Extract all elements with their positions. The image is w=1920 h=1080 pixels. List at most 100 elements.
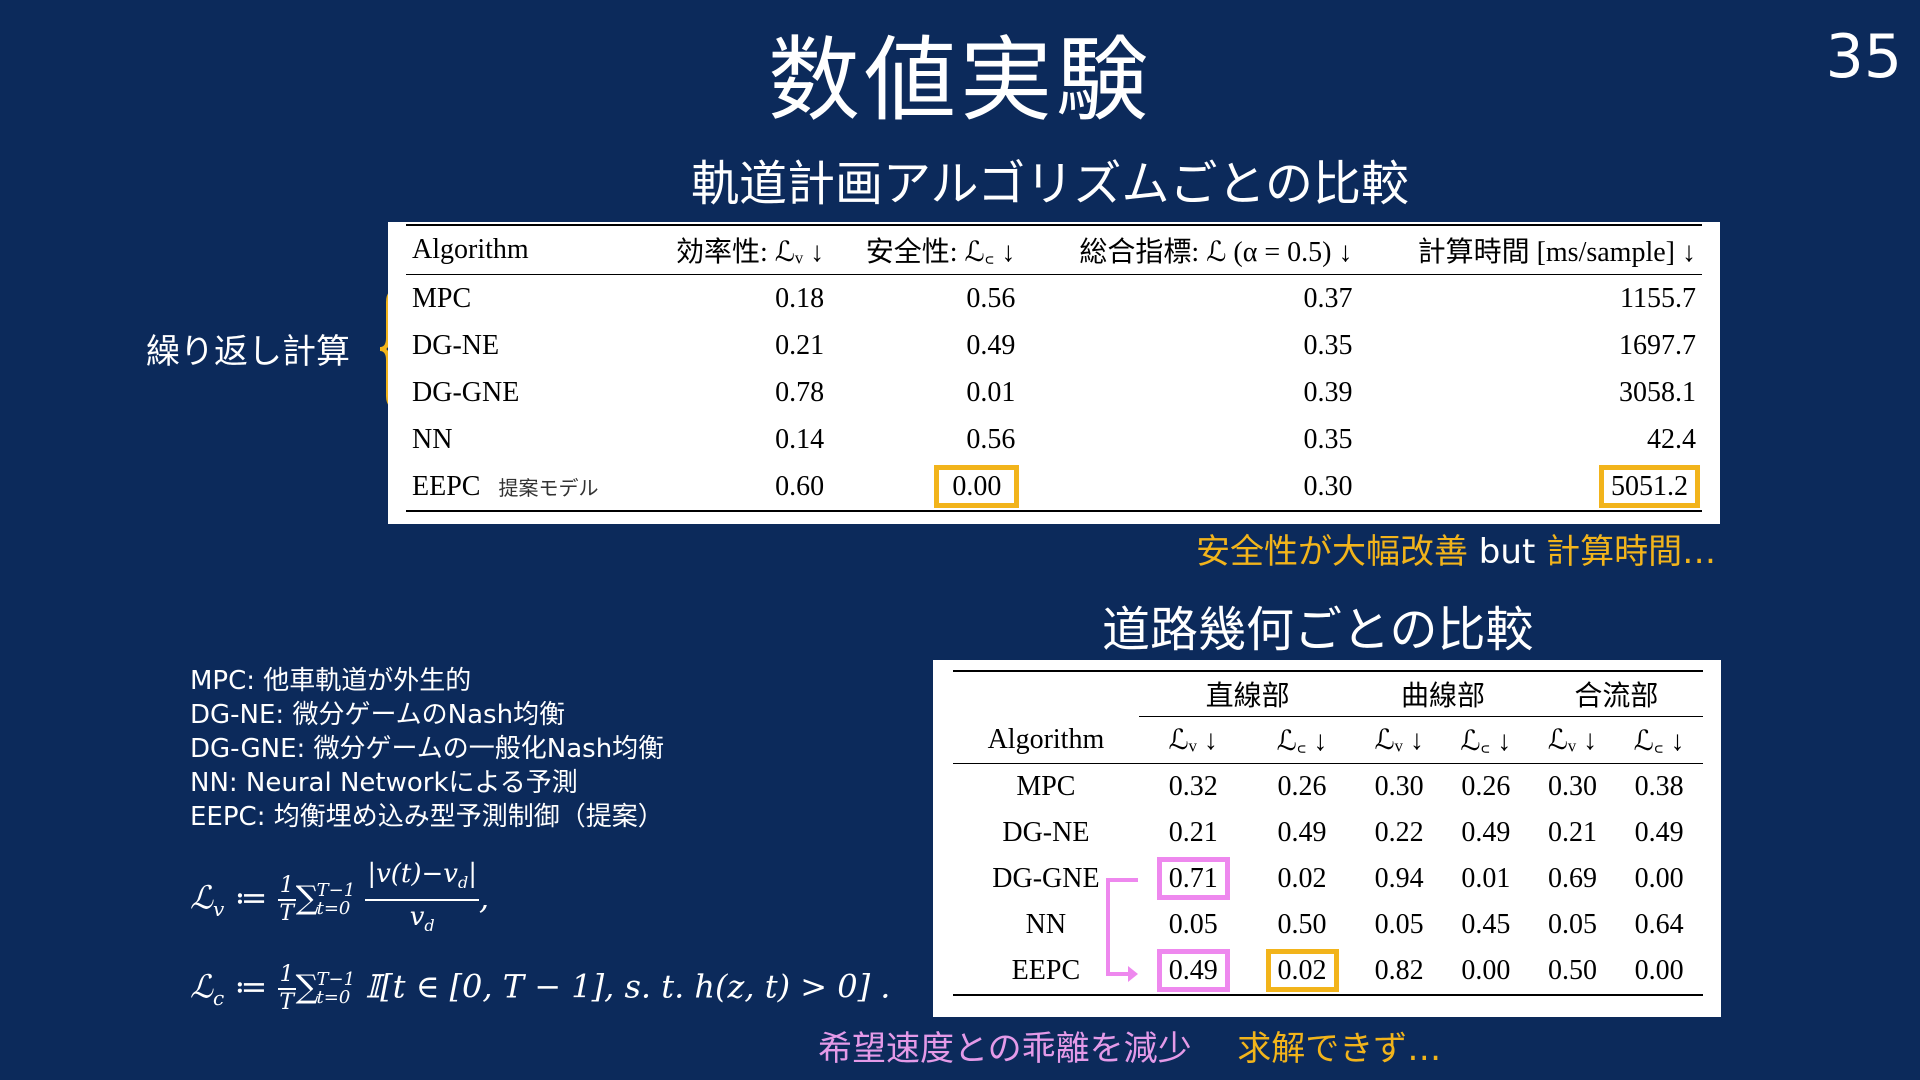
col-header-efficiency: 効率性: ℒᵥ ↓	[675, 237, 825, 268]
cell-time: 3058.1	[1619, 376, 1696, 408]
formula-sub: v	[213, 897, 225, 922]
cell-value: 0.05	[1374, 909, 1424, 940]
formula-lc: ℒc ≔ 1 T ∑ T−1 t=0 𝕀[t ∈ [0, T − 1], s. t. h…	[190, 962, 890, 1016]
cell-time: 1697.7	[1619, 329, 1696, 361]
cell-value: 0.49	[1634, 817, 1684, 848]
cell-value: 0.02	[1248, 948, 1357, 995]
cell-time: 42.4	[1647, 423, 1696, 455]
table-row: DG-NE 0.21 0.49 0.35 1697.7	[406, 322, 1702, 369]
cell-efficiency: 0.21	[775, 329, 825, 361]
indicator-expression: 𝕀[t ∈ [0, T − 1], s. t. h(z, t) > 0] .	[365, 967, 891, 1006]
cell-value: 0.26	[1277, 771, 1327, 802]
sum-limits: T−1 t=0	[316, 969, 356, 1008]
formula-assign: ≔	[224, 967, 278, 1006]
sum-symbol: ∑	[295, 878, 319, 917]
cell-value: 0.30	[1374, 771, 1424, 802]
cell-algorithm: NN	[412, 423, 453, 455]
annotation-safety: 安全性が大幅改善	[1196, 532, 1468, 572]
col-header-algorithm: Algorithm	[987, 723, 1105, 755]
algorithm-definitions: MPC: 他車軌道が外生的 DG-NE: 微分ゲームのNash均衡 DG-GNE…	[190, 664, 664, 834]
road-geometry-table: 直線部 曲線部 合流部 Algorithm ℒᵥ ↓ ℒ꜀ ↓ ℒᵥ ↓ ℒ꜀ …	[933, 660, 1721, 1017]
cell-algorithm: DG-GNE	[992, 863, 1100, 894]
cell-efficiency: 0.18	[775, 282, 825, 314]
cell-value: 0.71	[1139, 856, 1248, 902]
definition-item: NN: Neural Networkによる予測	[190, 768, 578, 798]
cell-algorithm: DG-NE	[412, 329, 500, 361]
sum-symbol: ∑	[295, 967, 319, 1006]
group-straight: 直線部	[1138, 671, 1357, 717]
cell-algorithm: DG-NE	[1002, 817, 1090, 848]
cell-value: 0.00	[1634, 863, 1684, 894]
cell-efficiency: 0.14	[775, 423, 825, 455]
formula-lv: ℒv ≔ 1 T ∑ T−1 t=0 |v(t)−vd| vd,	[190, 858, 489, 942]
col-header-overall: 総合指標: ℒ (α = 0.5) ↓	[1079, 237, 1353, 268]
cell-value: 0.94	[1374, 863, 1424, 894]
formula-symbol: ℒ	[190, 967, 214, 1006]
col-header-algorithm: Algorithm	[412, 234, 529, 265]
highlight-eepc-lv: 0.49	[1156, 949, 1230, 992]
table-row: DG-GNE 0.71 0.02 0.94 0.01 0.69 0.00	[953, 856, 1703, 902]
table-row: EEPC 0.49 0.02 0.82 0.00 0.50 0.00	[953, 948, 1703, 995]
cell-value: 0.50	[1277, 909, 1327, 940]
col-header-safety: 安全性: ℒ꜀ ↓	[865, 237, 1016, 268]
cell-efficiency: 0.78	[775, 376, 825, 408]
col-header-metric: ℒ꜀ ↓	[1633, 726, 1685, 757]
formula-comma: ,	[479, 878, 490, 917]
cell-algorithm: MPC	[412, 282, 472, 314]
cell-safety: 0.00	[830, 463, 1021, 511]
definition-item: EEPC: 均衡埋め込み型予測制御（提案）	[190, 802, 664, 832]
table1-title: 軌道計画アルゴリズムごとの比較	[690, 156, 1410, 212]
cell-time: 1155.7	[1620, 282, 1696, 314]
cell-value: 0.30	[1547, 771, 1597, 802]
pink-arrow-icon	[1106, 878, 1138, 982]
cell-value: 0.64	[1634, 909, 1684, 940]
formula-symbol: ℒ	[190, 878, 214, 917]
table-row: NN 0.05 0.50 0.05 0.45 0.05 0.64	[953, 902, 1703, 948]
cell-safety: 0.01	[966, 376, 1016, 408]
table-row: MPC 0.18 0.56 0.37 1155.7	[406, 275, 1702, 323]
group-merge: 合流部	[1529, 671, 1703, 717]
col-header-metric: ℒᵥ ↓	[1374, 725, 1424, 756]
cell-value: 0.00	[1634, 955, 1684, 986]
table-row: NN 0.14 0.56 0.35 42.4	[406, 416, 1702, 463]
annotation-unsolvable: 求解できず…	[1237, 1029, 1442, 1069]
cell-overall: 0.30	[1303, 470, 1353, 502]
col-header-metric: ℒ꜀ ↓	[1276, 726, 1328, 757]
highlight-safety: 0.00	[934, 464, 1020, 508]
cell-value: 0.22	[1374, 817, 1424, 848]
cell-algorithm: MPC	[1016, 771, 1076, 802]
highlight-dg-gne-lv: 0.71	[1156, 857, 1230, 900]
col-header-time: 計算時間 [ms/sample] ↓	[1417, 237, 1696, 268]
cell-algorithm: EEPC 提案モデル	[406, 463, 641, 511]
table-row: EEPC 提案モデル 0.60 0.00 0.30 5051.2	[406, 463, 1702, 511]
cell-value: 0.05	[1547, 909, 1597, 940]
cell-value: 0.01	[1461, 863, 1511, 894]
cell-algorithm: EEPC	[1011, 955, 1081, 986]
cell-overall: 0.35	[1303, 329, 1353, 361]
cell-value: 0.00	[1461, 955, 1511, 986]
cell-overall: 0.37	[1303, 282, 1353, 314]
formula-assign: ≔	[224, 878, 278, 917]
cell-algorithm: DG-GNE	[412, 376, 520, 408]
cell-value: 0.32	[1168, 771, 1218, 802]
annotation-speed: 希望速度との乖離を減少	[818, 1029, 1192, 1069]
cell-algorithm: NN	[1025, 909, 1067, 940]
cell-overall: 0.35	[1303, 423, 1353, 455]
sum-limits: T−1 t=0	[316, 880, 356, 920]
col-header-metric: ℒ꜀ ↓	[1460, 726, 1512, 757]
proposed-model-note: 提案モデル	[498, 475, 599, 500]
slide-title: 数値実験	[767, 27, 1152, 134]
table-row: MPC 0.32 0.26 0.30 0.26 0.30 0.38	[953, 764, 1703, 811]
cell-value: 0.21	[1547, 817, 1597, 848]
table-row: DG-NE 0.21 0.49 0.22 0.49 0.21 0.49	[953, 810, 1703, 856]
highlight-eepc-lc: 0.02	[1265, 949, 1339, 992]
cell-value: 0.26	[1461, 771, 1511, 802]
group-header-row: 直線部 曲線部 合流部	[953, 671, 1703, 717]
cell-value: 0.50	[1547, 955, 1597, 986]
cell-value: 0.45	[1461, 909, 1511, 940]
table2-annotation: 希望速度との乖離を減少 求解できず…	[818, 1026, 1441, 1072]
cell-safety: 0.56	[966, 423, 1016, 455]
brace-label: 繰り返し計算	[146, 332, 350, 372]
cell-overall: 0.39	[1303, 376, 1353, 408]
cell-value: 0.82	[1374, 955, 1424, 986]
